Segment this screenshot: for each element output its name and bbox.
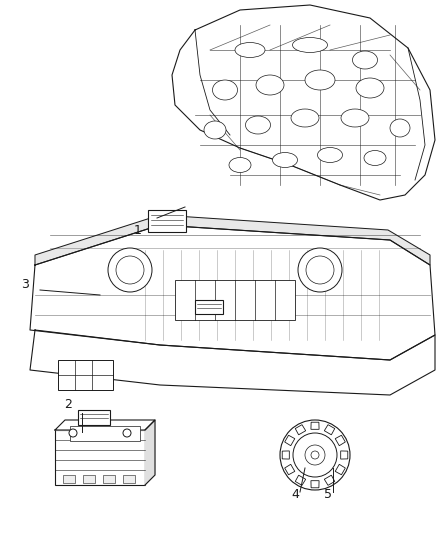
Ellipse shape — [364, 150, 386, 166]
Text: 5: 5 — [324, 489, 332, 502]
FancyBboxPatch shape — [195, 300, 223, 314]
Circle shape — [123, 429, 131, 437]
Ellipse shape — [318, 148, 343, 163]
FancyBboxPatch shape — [70, 426, 140, 441]
Circle shape — [298, 248, 342, 292]
Polygon shape — [172, 5, 435, 200]
FancyBboxPatch shape — [83, 475, 95, 483]
Circle shape — [116, 256, 144, 284]
Ellipse shape — [390, 119, 410, 137]
Polygon shape — [145, 420, 155, 485]
Polygon shape — [311, 422, 319, 429]
Polygon shape — [282, 451, 290, 459]
FancyBboxPatch shape — [103, 475, 115, 483]
FancyBboxPatch shape — [175, 280, 295, 320]
Polygon shape — [335, 435, 345, 446]
Polygon shape — [324, 425, 335, 435]
Circle shape — [311, 451, 319, 459]
FancyBboxPatch shape — [58, 360, 113, 390]
Ellipse shape — [305, 70, 335, 90]
Polygon shape — [55, 420, 155, 430]
Polygon shape — [295, 425, 306, 435]
Ellipse shape — [212, 80, 237, 100]
Polygon shape — [311, 481, 319, 488]
Polygon shape — [35, 215, 430, 265]
Text: 3: 3 — [21, 279, 29, 292]
Polygon shape — [295, 475, 306, 486]
Circle shape — [293, 433, 337, 477]
Ellipse shape — [272, 152, 297, 167]
Ellipse shape — [341, 109, 369, 127]
Circle shape — [280, 420, 350, 490]
FancyBboxPatch shape — [148, 210, 186, 232]
Text: 2: 2 — [64, 399, 72, 411]
Ellipse shape — [356, 78, 384, 98]
Polygon shape — [324, 475, 335, 486]
Polygon shape — [285, 464, 295, 475]
Polygon shape — [285, 435, 295, 446]
Ellipse shape — [291, 109, 319, 127]
Text: 1: 1 — [134, 223, 142, 237]
Ellipse shape — [229, 157, 251, 173]
Ellipse shape — [256, 75, 284, 95]
FancyBboxPatch shape — [55, 430, 145, 485]
Ellipse shape — [293, 37, 328, 52]
Polygon shape — [30, 330, 435, 395]
Circle shape — [305, 445, 325, 465]
Circle shape — [306, 256, 334, 284]
FancyBboxPatch shape — [123, 475, 135, 483]
Circle shape — [108, 248, 152, 292]
Ellipse shape — [246, 116, 271, 134]
Text: 4: 4 — [291, 489, 299, 502]
Polygon shape — [335, 464, 345, 475]
Polygon shape — [341, 451, 348, 459]
Ellipse shape — [204, 121, 226, 139]
FancyBboxPatch shape — [63, 475, 75, 483]
Ellipse shape — [235, 43, 265, 58]
Ellipse shape — [353, 51, 378, 69]
FancyBboxPatch shape — [78, 410, 110, 425]
Circle shape — [69, 429, 77, 437]
Polygon shape — [30, 225, 435, 360]
